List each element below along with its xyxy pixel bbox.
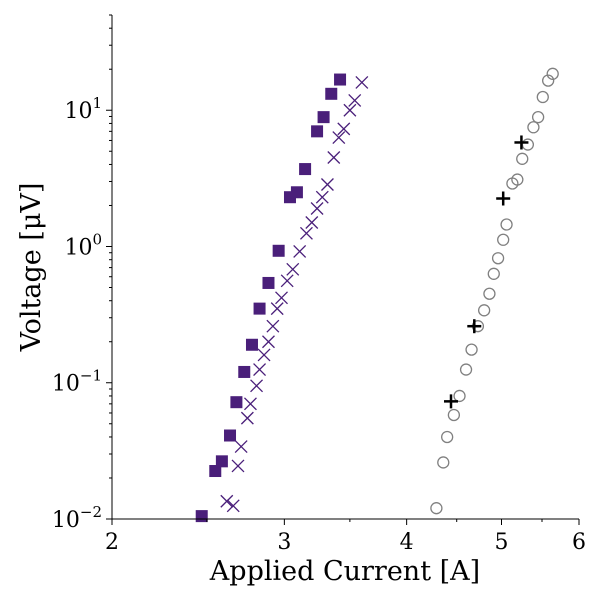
data-point-square <box>299 163 312 176</box>
data-point-x <box>293 244 307 258</box>
x-tick-label: 3 <box>277 530 291 555</box>
data-point-x <box>332 131 346 145</box>
data-point-circle <box>459 363 473 376</box>
data-point-circle <box>497 233 510 246</box>
data-point-x <box>327 151 341 164</box>
x-axis-label: Applied Current [A] <box>209 556 480 587</box>
data-point-plus <box>444 394 459 409</box>
data-point-square <box>215 455 228 468</box>
x-tick-label: 6 <box>572 530 586 555</box>
data-point-x <box>266 319 280 333</box>
data-point-x <box>280 274 294 288</box>
data-point-x <box>275 291 288 305</box>
data-point-circle <box>546 67 559 80</box>
data-point-x <box>253 363 267 377</box>
data-point-circle <box>441 430 454 444</box>
data-point-square <box>224 429 237 442</box>
data-point-x <box>257 348 271 362</box>
data-point-x <box>299 226 313 240</box>
data-point-plus <box>514 135 529 150</box>
x-tick-label: 4 <box>400 530 414 555</box>
data-point-circle <box>465 343 478 356</box>
y-axis-label: Voltage [μV] <box>16 183 47 353</box>
data-point-x <box>250 379 264 393</box>
data-point-x <box>286 262 300 276</box>
data-point-x <box>348 93 362 107</box>
data-point-circle <box>542 74 555 87</box>
data-point-x <box>240 411 254 425</box>
data-point-x <box>220 494 234 508</box>
data-point-circle <box>437 456 450 469</box>
axes: 2 3 4 5 6 10−2 10−1 100 101 <box>52 14 586 555</box>
data-point-circle <box>521 138 535 151</box>
data-series-4 <box>444 135 529 409</box>
data-point-circle <box>491 252 505 265</box>
data-point-circle <box>453 389 466 403</box>
data-point-square <box>262 276 275 289</box>
data-point-square <box>311 125 324 138</box>
data-point-square <box>317 111 330 124</box>
data-point-circle <box>477 304 491 317</box>
data-point-square <box>209 465 222 478</box>
data-point-circle <box>500 218 513 231</box>
data-point-x <box>310 202 324 215</box>
data-point-square <box>272 244 285 257</box>
data-point-circle <box>447 408 461 422</box>
data-point-x <box>243 397 257 411</box>
data-point-circle <box>430 502 443 515</box>
data-point-square <box>245 338 258 351</box>
data-point-square <box>238 365 251 378</box>
x-tick-label: 2 <box>105 530 119 555</box>
data-point-circle <box>531 110 545 124</box>
y-tick-label: 10−1 <box>52 367 102 397</box>
data-series-1 <box>195 73 347 523</box>
plot-area <box>195 67 559 523</box>
data-point-circle <box>483 287 496 300</box>
y-tick-label: 100 <box>64 230 102 260</box>
data-point-x <box>270 302 284 316</box>
data-point-x <box>355 75 369 89</box>
data-point-x <box>305 216 319 229</box>
data-point-circle <box>511 173 524 186</box>
data-point-x <box>231 459 245 473</box>
data-point-plus <box>467 319 482 334</box>
y-tick-label: 10−2 <box>52 503 102 533</box>
data-series-2 <box>220 75 369 513</box>
data-point-circle <box>487 267 500 280</box>
data-point-square <box>230 396 243 409</box>
data-point-x <box>337 122 351 136</box>
data-point-x <box>234 440 248 454</box>
data-point-square <box>290 186 303 199</box>
data-point-x <box>262 335 275 349</box>
data-point-circle <box>527 121 540 134</box>
data-point-plus <box>496 191 511 206</box>
y-tick-label: 101 <box>64 94 102 124</box>
data-point-x <box>320 178 334 191</box>
data-point-square <box>195 510 208 523</box>
data-point-square <box>334 73 347 86</box>
data-point-square <box>325 87 338 100</box>
x-tick-label: 5 <box>494 530 508 555</box>
data-point-circle <box>516 152 529 165</box>
data-series-3 <box>430 67 559 515</box>
data-point-circle <box>536 90 549 104</box>
data-point-square <box>253 302 266 315</box>
data-point-x <box>226 499 240 513</box>
data-point-x <box>343 103 357 117</box>
data-point-x <box>315 190 329 204</box>
